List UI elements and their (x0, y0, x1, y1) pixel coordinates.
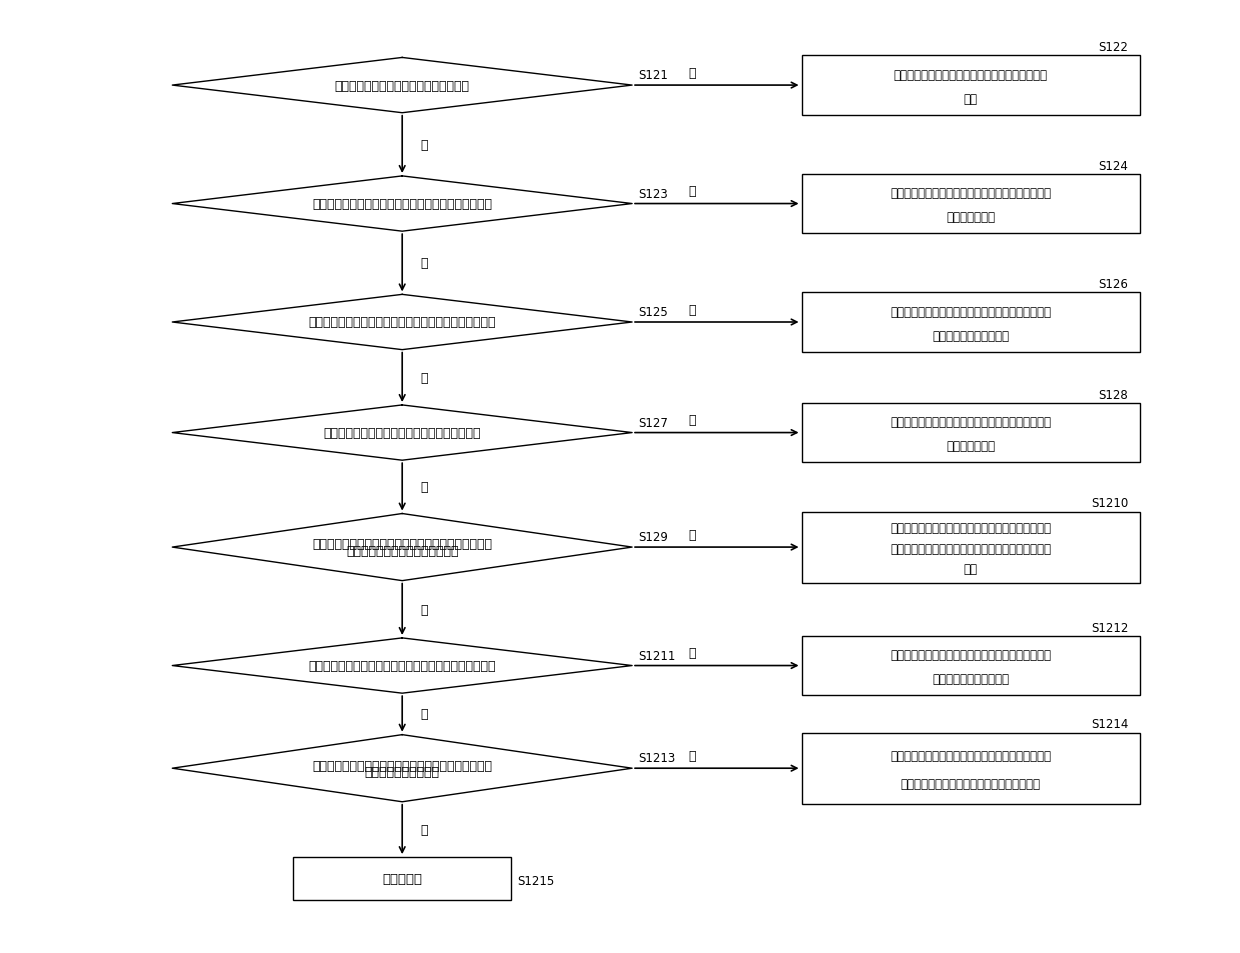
Text: 节点作为故障点: 节点作为故障点 (946, 211, 996, 224)
Text: 是: 是 (689, 528, 697, 541)
Polygon shape (172, 405, 632, 460)
Text: S129: S129 (639, 531, 668, 543)
Text: 数量超过连接池允许的最大数量所对应的节点作为故: 数量超过连接池允许的最大数量所对应的节点作为故 (890, 542, 1052, 555)
Text: 存在故障问题，并将侦听器连接池中请求处理的连接: 存在故障问题，并将侦听器连接池中请求处理的连接 (890, 521, 1052, 535)
Polygon shape (172, 514, 632, 581)
Text: 存在故障问题，并将内存溢出情况超过堆栈使用阈值: 存在故障问题，并将内存溢出情况超过堆栈使用阈值 (890, 649, 1052, 661)
Text: 存在故障问题，并将线程数量超过线程阈值所对应的: 存在故障问题，并将线程数量超过线程阈值所对应的 (890, 187, 1052, 200)
Text: 否: 否 (420, 372, 428, 384)
Text: 是: 是 (689, 646, 697, 659)
Polygon shape (172, 58, 632, 113)
Text: 判断所述待分析数据内是否出现线程死锁: 判断所述待分析数据内是否出现线程死锁 (335, 79, 470, 92)
Polygon shape (172, 176, 632, 232)
Text: 存的永生代使用情况所对应的节点作为故障点: 存的永生代使用情况所对应的节点作为故障点 (901, 778, 1040, 790)
Text: 判断待分析数据内的繁忙线程数量是否超过繁忙线程阈值: 判断待分析数据内的繁忙线程数量是否超过繁忙线程阈值 (309, 316, 496, 329)
Text: S1211: S1211 (639, 649, 676, 662)
Text: 是: 是 (689, 749, 697, 762)
Text: 否: 否 (420, 481, 428, 494)
Text: S1214: S1214 (1091, 718, 1128, 731)
FancyBboxPatch shape (294, 857, 511, 901)
Polygon shape (172, 295, 632, 351)
Text: S123: S123 (639, 188, 668, 200)
Text: 量是否超过连接池允许的最大数量: 量是否超过连接池允许的最大数量 (346, 544, 459, 558)
Text: 判断待分析数据内的侦听器连接池中请求处理的连接数: 判断待分析数据内的侦听器连接池中请求处理的连接数 (312, 537, 492, 551)
Text: 否: 否 (420, 603, 428, 617)
Text: 判断待分析数据内的当前的线程数量是否超过线程阈值: 判断待分析数据内的当前的线程数量是否超过线程阈值 (312, 198, 492, 211)
Text: 判断待分析数据内的内存溢出情况是否超过堆栈使用阈值: 判断待分析数据内的内存溢出情况是否超过堆栈使用阈值 (309, 659, 496, 672)
Text: 是: 是 (689, 414, 697, 427)
Text: 否: 否 (420, 257, 428, 270)
Text: S121: S121 (639, 69, 668, 82)
Text: 类长期占用永生代内存: 类长期占用永生代内存 (365, 765, 440, 778)
Text: S122: S122 (1099, 41, 1128, 54)
Text: S1213: S1213 (639, 752, 676, 764)
FancyBboxPatch shape (801, 403, 1141, 463)
Text: 判断待分析数据内的会话数量是否超过会话阈值: 判断待分析数据内的会话数量是否超过会话阈值 (324, 427, 481, 439)
Text: 是: 是 (689, 185, 697, 198)
Text: 否: 否 (420, 823, 428, 836)
Text: S126: S126 (1099, 277, 1128, 291)
Text: 所对应的节点作为故障点: 所对应的节点作为故障点 (932, 329, 1009, 342)
Text: 障点: 障点 (963, 562, 978, 576)
Text: 存在故障问题，并将繁忙线程数量超过繁忙线程阈值: 存在故障问题，并将繁忙线程数量超过繁忙线程阈值 (890, 306, 1052, 318)
Polygon shape (172, 735, 632, 801)
Text: 判断待分析数据内的永生代使用情况是否为出现有大型: 判断待分析数据内的永生代使用情况是否为出现有大型 (312, 759, 492, 772)
FancyBboxPatch shape (801, 294, 1141, 353)
Polygon shape (172, 639, 632, 694)
Text: S1210: S1210 (1091, 497, 1128, 510)
Text: 所对应的节点作为故障点: 所对应的节点作为故障点 (932, 673, 1009, 685)
Text: 是: 是 (689, 303, 697, 316)
Text: 存在故障问题，并将会话数量超过会话阈值所对应的: 存在故障问题，并将会话数量超过会话阈值所对应的 (890, 416, 1052, 429)
Text: 否: 否 (420, 139, 428, 152)
FancyBboxPatch shape (801, 56, 1141, 115)
FancyBboxPatch shape (801, 637, 1141, 696)
Text: 是: 是 (689, 67, 697, 80)
FancyBboxPatch shape (801, 512, 1141, 583)
Text: S125: S125 (639, 306, 668, 318)
Text: 存在故障问题，并将线程死锁所对应的节点作为故: 存在故障问题，并将线程死锁所对应的节点作为故 (894, 69, 1048, 82)
Text: S127: S127 (639, 416, 668, 429)
Text: 节点作为故障点: 节点作为故障点 (946, 439, 996, 453)
Text: S1215: S1215 (517, 874, 554, 887)
Text: S1212: S1212 (1091, 621, 1128, 634)
Text: 障点: 障点 (963, 92, 978, 106)
Text: 存在故障问题，并将出现有大型类长期占用永生代内: 存在故障问题，并将出现有大型类长期占用永生代内 (890, 749, 1052, 762)
Text: 无故障问题: 无故障问题 (382, 872, 422, 885)
Text: S128: S128 (1099, 388, 1128, 401)
FancyBboxPatch shape (801, 174, 1141, 233)
FancyBboxPatch shape (801, 733, 1141, 804)
Text: S124: S124 (1099, 159, 1128, 172)
Text: 否: 否 (420, 708, 428, 720)
